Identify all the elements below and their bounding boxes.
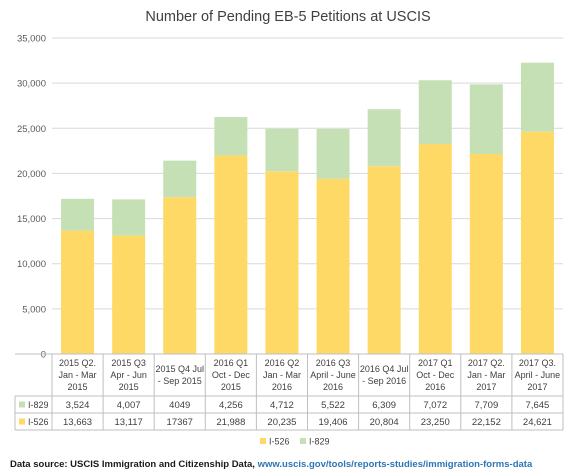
category-label: April - June xyxy=(515,370,561,380)
bar-i-526 xyxy=(265,171,299,354)
table-cell-value: 5,522 xyxy=(321,400,345,411)
table-row-label: I-526 xyxy=(28,417,49,427)
category-label: Apr - Jun xyxy=(110,370,147,380)
legend-swatch xyxy=(260,438,266,444)
category-label: 2015 Q3 xyxy=(111,358,146,368)
y-tick-label: 35,000 xyxy=(17,34,46,45)
table-legend-swatch xyxy=(19,401,25,408)
table-cell-value: 4,256 xyxy=(219,400,243,411)
legend-label: I-526 xyxy=(269,437,290,447)
category-label: 2015 xyxy=(221,382,241,392)
y-tick-label: 30,000 xyxy=(17,79,46,90)
table-cell-value: 4,007 xyxy=(117,400,141,411)
source-prefix: Data source: USCIS Immigration and Citiz… xyxy=(10,459,258,470)
table-cell-value: 4049 xyxy=(169,400,190,411)
legend-swatch xyxy=(300,438,306,444)
y-tick-label: 15,000 xyxy=(17,214,46,225)
source-link[interactable]: www.uscis.gov/tools/reports-studies/immi… xyxy=(257,459,533,470)
bar-i-526 xyxy=(163,197,197,354)
bar-i-829 xyxy=(163,160,197,198)
category-label: 2016 Q2 xyxy=(265,358,300,368)
table-cell-value: 7,709 xyxy=(474,400,498,411)
table-cell-value: 6,309 xyxy=(372,400,396,411)
table-cell-value: 13,663 xyxy=(63,417,92,428)
chart-title: Number of Pending EB-5 Petitions at USCI… xyxy=(145,9,431,25)
category-label: Oct - Dec xyxy=(416,370,455,380)
table-cell-value: 17367 xyxy=(167,417,193,428)
category-label: 2016 xyxy=(323,382,343,392)
y-tick-label: 20,000 xyxy=(17,169,46,180)
data-source-note: Data source: USCIS Immigration and Citiz… xyxy=(10,459,532,470)
bar-i-526 xyxy=(367,166,401,354)
table-cell-value: 24,621 xyxy=(523,417,552,428)
category-label: 2017 Q1 xyxy=(418,358,453,368)
category-label: 2015 xyxy=(119,382,139,392)
bar-i-829 xyxy=(418,80,452,145)
bar-i-829 xyxy=(316,128,350,179)
y-tick-label: 5,000 xyxy=(22,304,46,315)
table-cell-value: 7,645 xyxy=(526,400,550,411)
category-label: 2015 Q4 Jul xyxy=(155,364,204,374)
bar-i-829 xyxy=(61,198,95,231)
bar-i-526 xyxy=(61,230,95,354)
bar-i-829 xyxy=(112,199,146,236)
table-cell-value: 13,117 xyxy=(114,417,142,428)
bars xyxy=(61,62,554,354)
table-cell-value: 3,524 xyxy=(66,400,90,411)
y-tick-label: 25,000 xyxy=(17,124,46,135)
category-label: 2016 xyxy=(272,382,292,392)
category-label: 2015 Q2. xyxy=(59,358,96,368)
bar-i-829 xyxy=(520,62,554,132)
table-cell-value: 7,072 xyxy=(423,400,447,411)
bar-i-526 xyxy=(316,178,350,354)
table-cell-value: 19,406 xyxy=(319,417,348,428)
table-cell-value: 4,712 xyxy=(270,400,294,411)
category-label: 2016 Q1 xyxy=(214,358,249,368)
bar-i-829 xyxy=(214,117,248,156)
table-cell-value: 21,988 xyxy=(216,417,245,428)
category-label: 2016 Q3 xyxy=(316,358,351,368)
category-label: - Sep 2016 xyxy=(362,376,406,386)
category-label: Jan - Mar xyxy=(467,370,505,380)
y-tick-label: 0 xyxy=(41,350,46,361)
table-cell-value: 22,152 xyxy=(472,417,501,428)
legend: I-526 I-829 xyxy=(260,437,330,447)
category-label: Oct - Dec xyxy=(212,370,251,380)
bar-i-526 xyxy=(418,144,452,354)
data-table: 2015 Q2. Jan - Mar 2015 2015 Q3 Apr - Jun 201… xyxy=(14,353,564,431)
category-label: 2016 xyxy=(425,382,445,392)
category-label: April - June xyxy=(310,370,356,380)
y-axis-tick-labels: 0 5,000 10,000 15,000 20,000 25,000 30,000 35,0… xyxy=(17,34,46,361)
table-legend-swatch xyxy=(19,418,25,425)
category-label: 2017 Q2. xyxy=(468,358,505,368)
bar-i-526 xyxy=(469,153,503,354)
bar-i-526 xyxy=(214,155,248,354)
bar-i-829 xyxy=(469,84,503,154)
table-cell-value: 23,250 xyxy=(421,417,450,428)
table-cell-value: 20,804 xyxy=(370,417,399,428)
category-label: 2015 xyxy=(68,382,88,392)
bar-i-829 xyxy=(367,109,401,167)
category-label: 2017 xyxy=(527,382,547,392)
table-cell-value: 20,235 xyxy=(267,417,296,428)
bar-i-526 xyxy=(520,131,554,354)
table-row-label: I-829 xyxy=(28,400,49,410)
y-tick-label: 10,000 xyxy=(17,259,46,270)
category-label: 2017 xyxy=(476,382,496,392)
category-label: - Sep 2015 xyxy=(158,376,202,386)
category-label: Jan - Mar xyxy=(59,370,97,380)
legend-label: I-829 xyxy=(309,437,330,447)
category-label: 2017 Q3. xyxy=(519,358,556,368)
category-label: 2016 Q4 Jul xyxy=(360,364,409,374)
bar-i-829 xyxy=(265,128,299,172)
category-label: Jan - Mar xyxy=(263,370,301,380)
bar-i-526 xyxy=(112,235,146,354)
